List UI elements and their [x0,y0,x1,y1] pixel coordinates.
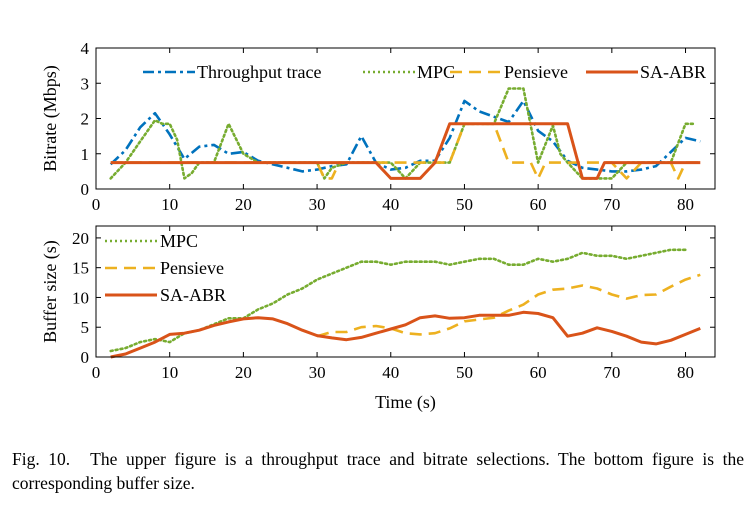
series-lines [109,248,701,359]
series-line-sa-abr [110,122,701,180]
legend-label-throughput-trace: Throughput trace [197,62,321,82]
legend: Throughput trace MPC Pensieve SA-ABR [143,62,706,82]
x-tick-label: 20 [235,195,252,214]
x-tick-label: 50 [456,363,473,382]
caption-text: The upper figure is a throughput trace a… [12,449,744,493]
y-tick-label: 4 [81,39,90,58]
legend-label-sa-abr: SA-ABR [160,285,226,305]
series-line-mpc [109,87,695,180]
y-tick-label: 0 [81,348,90,367]
x-tick-label: 30 [309,195,326,214]
x-tick-label: 80 [677,195,694,214]
x-tick-label: 40 [382,195,399,214]
x-tick-label: 20 [235,363,252,382]
x-tick-label: 60 [530,363,547,382]
y-axis-label: Bitrate (Mbps) [40,65,61,171]
y-axis-label: Buffer size (s) [40,240,61,343]
series-line-pensieve [316,273,701,338]
x-tick-label: 70 [603,195,620,214]
legend-label-mpc: MPC [160,231,198,251]
x-tick-label: 80 [677,363,694,382]
x-tick-label: 70 [603,363,620,382]
y-tick-label: 20 [72,229,89,248]
legend-label-mpc: MPC [417,62,455,82]
figure-caption: Fig. 10. The upper figure is a throughput… [12,447,744,495]
x-tick-label: 10 [161,363,178,382]
x-axis-label: Time (s) [375,392,436,413]
series-lines [109,87,701,180]
y-tick-label: 5 [81,318,90,337]
x-tick-label: 0 [92,195,101,214]
x-tick-label: 40 [382,363,399,382]
series-line-throughput-trace [109,99,701,173]
buffer-panel: 0 10 20 30 40 50 60 70 80 0 5 10 15 20 Buffer size (s)… [40,225,716,413]
bitrate-panel: 0 10 20 30 40 50 60 70 80 0 1 2 3 4 Bitrate (Mbps) Thro… [40,39,716,214]
y-tick-label: 1 [81,145,90,164]
x-tick-label: 60 [530,195,547,214]
series-line-sa-abr [110,310,701,359]
legend-label-pensieve: Pensieve [160,258,224,278]
y-tick-label: 2 [81,110,90,129]
y-tick-label: 0 [81,180,90,199]
caption-number: Fig. 10. [12,449,71,469]
x-tick-label: 10 [161,195,178,214]
y-tick-label: 10 [72,288,89,307]
legend: MPC Pensieve SA-ABR [105,231,226,305]
legend-label-pensieve: Pensieve [504,62,568,82]
axes-frame [95,225,716,358]
x-tick-label: 0 [92,363,101,382]
legend-label-sa-abr: SA-ABR [640,62,706,82]
y-tick-label: 15 [72,259,89,278]
x-tick-label: 50 [456,195,473,214]
x-tick-label: 30 [309,363,326,382]
y-tick-label: 3 [81,74,90,93]
